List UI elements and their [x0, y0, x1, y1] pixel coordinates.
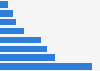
- Bar: [0, 55, 55, 61]
- Bar: [0, 1, 8, 8]
- Bar: [0, 10, 13, 17]
- Bar: [0, 46, 47, 52]
- Bar: [0, 19, 16, 25]
- Bar: [0, 63, 92, 70]
- Bar: [0, 28, 24, 34]
- Bar: [0, 37, 41, 43]
